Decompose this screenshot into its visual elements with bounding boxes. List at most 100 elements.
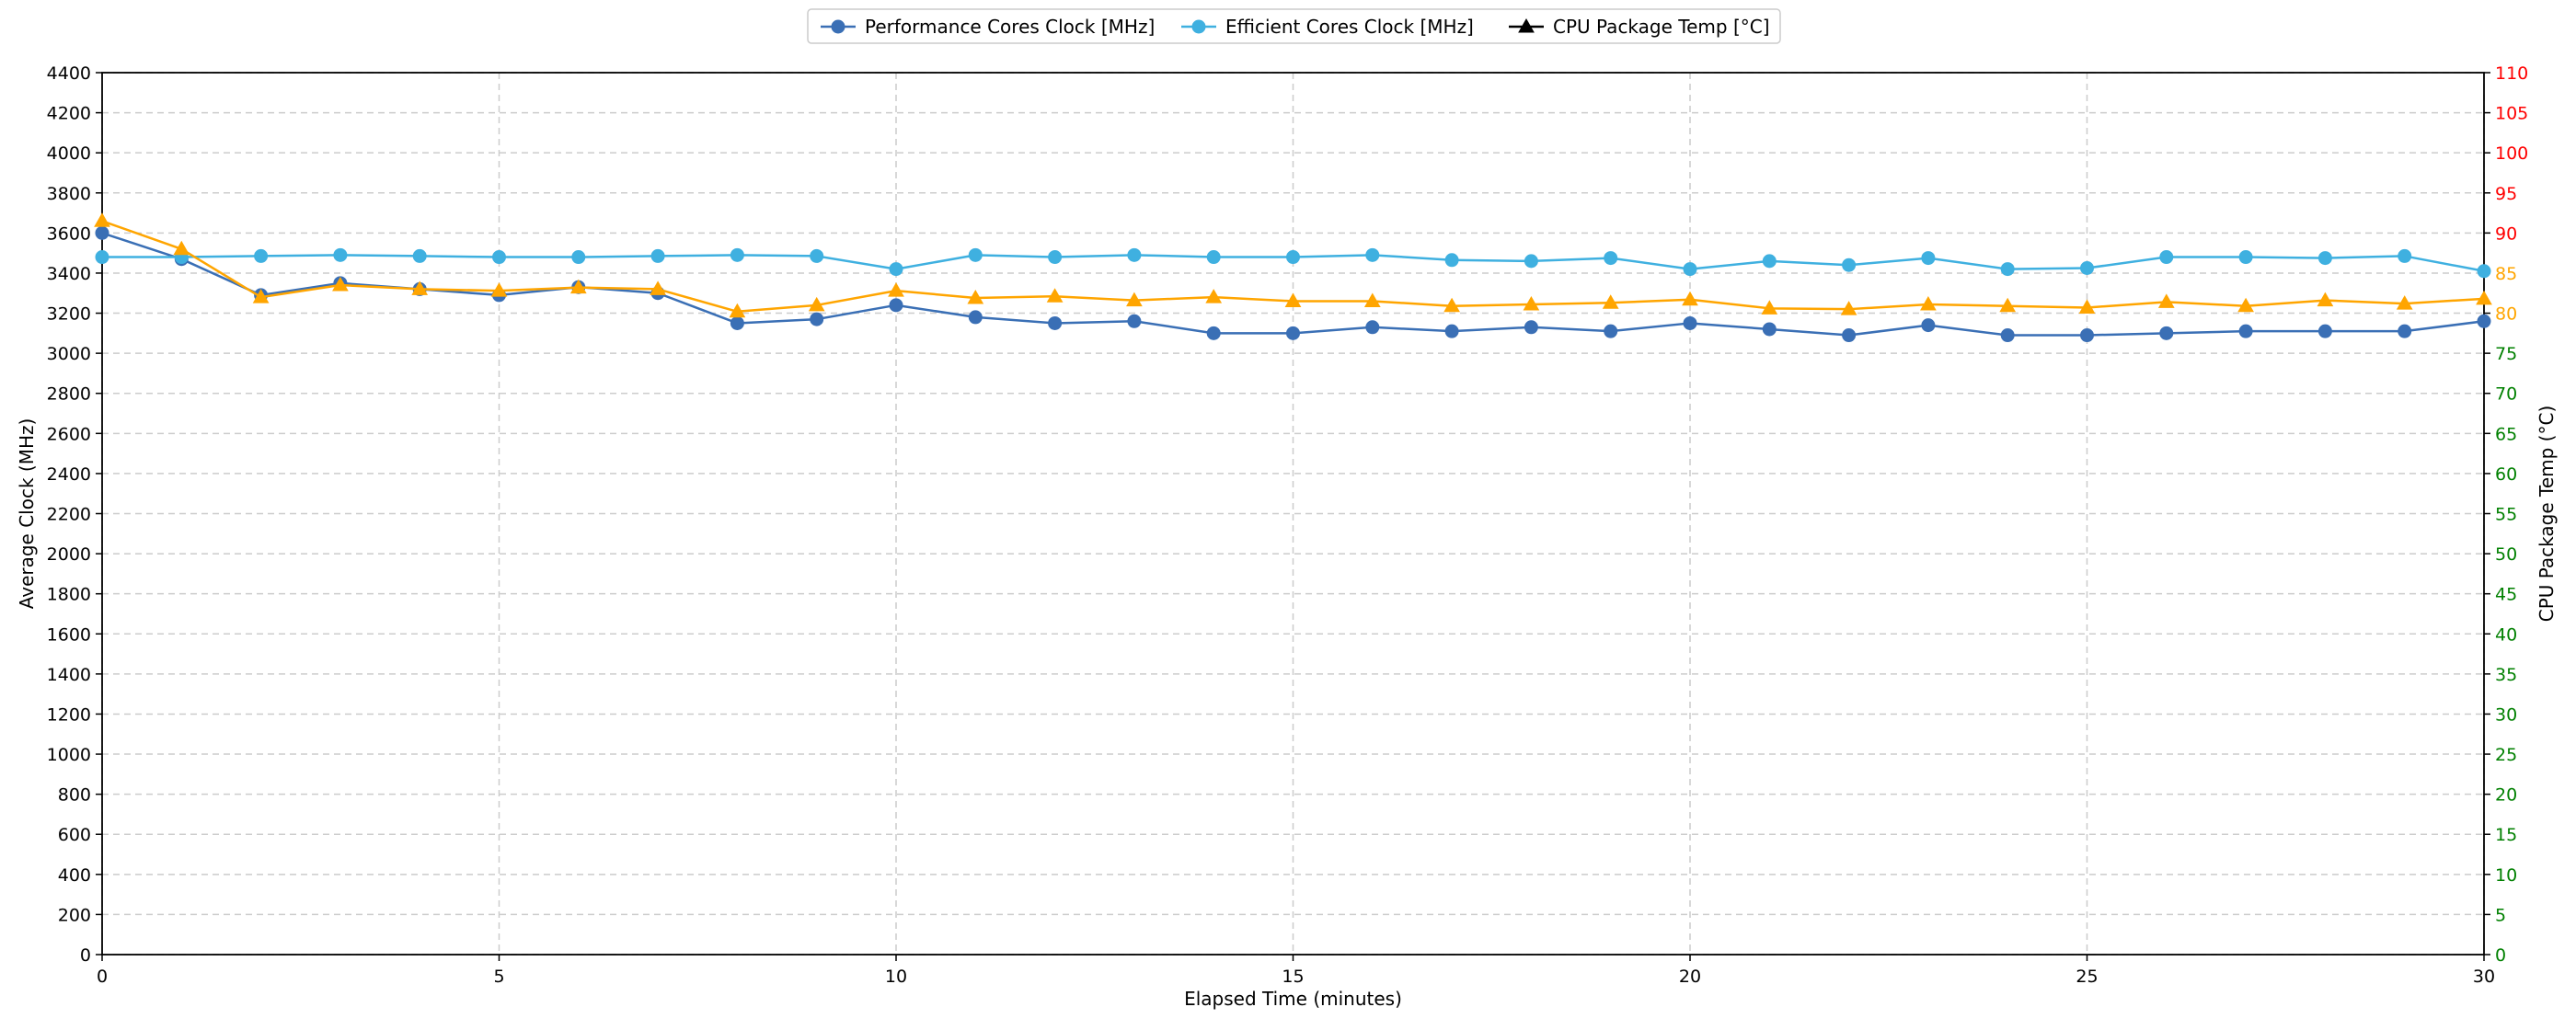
data-point — [2396, 295, 2413, 310]
data-point — [1444, 324, 1459, 338]
data-point — [2000, 328, 2015, 343]
data-point — [1762, 254, 1777, 269]
y-tick-label: 3400 — [47, 264, 91, 284]
y-tick-label: 1000 — [47, 745, 91, 765]
data-point — [1127, 314, 1142, 328]
y2-tick-label: 80 — [2495, 304, 2517, 325]
plot-frame — [101, 72, 2485, 956]
data-point — [2159, 326, 2174, 340]
data-point — [1999, 297, 2017, 313]
y-tick-label: 400 — [58, 865, 91, 886]
legend-label: CPU Package Temp [°C] — [1553, 16, 1770, 38]
y2-tick-label: 100 — [2495, 143, 2528, 164]
data-point — [2398, 248, 2412, 263]
data-point — [2159, 250, 2174, 265]
y2-tick-label: 5 — [2495, 905, 2506, 925]
x-tick-label: 20 — [1679, 967, 1701, 987]
data-point — [412, 248, 427, 263]
data-point — [2080, 328, 2094, 343]
y2-tick-label: 70 — [2495, 384, 2517, 405]
y-tick-label: 0 — [80, 945, 91, 966]
data-point — [2000, 262, 2015, 277]
data-point — [1127, 247, 1142, 262]
y2-tick-label: 40 — [2495, 624, 2517, 645]
data-point — [1205, 289, 1223, 303]
data-point — [2237, 297, 2254, 313]
data-point — [1524, 320, 1538, 335]
y2-tick-label: 95 — [2495, 184, 2517, 204]
data-point — [810, 248, 824, 263]
data-point — [2398, 324, 2412, 338]
data-point — [810, 312, 824, 326]
y-tick-label: 2000 — [47, 544, 91, 565]
data-point — [1365, 247, 1380, 262]
y-tick-label: 4400 — [47, 63, 91, 84]
data-point — [1762, 322, 1777, 337]
data-point — [1365, 320, 1380, 335]
data-point — [1524, 254, 1538, 269]
data-point — [252, 289, 270, 303]
data-point — [730, 247, 744, 262]
y2-tick-label: 90 — [2495, 223, 2517, 244]
y-tick-label: 1600 — [47, 624, 91, 645]
data-point — [1284, 292, 1302, 307]
y-tick-label: 1400 — [47, 665, 91, 685]
data-point — [1444, 253, 1459, 268]
data-point — [1046, 288, 1064, 303]
data-point — [1523, 295, 1540, 311]
data-point — [889, 298, 903, 313]
data-point — [1443, 297, 1460, 313]
data-point — [95, 250, 109, 265]
y-tick-label: 2200 — [47, 505, 91, 525]
y2-tick-label: 25 — [2495, 745, 2517, 765]
legend-label: Performance Cores Clock [MHz] — [865, 16, 1155, 38]
data-point — [2317, 251, 2332, 266]
data-point — [1286, 326, 1300, 340]
data-point — [2317, 324, 2332, 338]
data-point — [729, 303, 746, 318]
data-point — [1604, 324, 1618, 338]
data-point — [1604, 251, 1618, 266]
y-tick-label: 3600 — [47, 223, 91, 244]
data-point — [1126, 292, 1143, 307]
y2-tick-label: 10 — [2495, 865, 2517, 886]
data-point — [2477, 264, 2491, 279]
y2-tick-label: 50 — [2495, 544, 2517, 565]
data-point — [569, 279, 587, 294]
data-point — [2157, 293, 2175, 308]
y2-axis-title: CPU Package Temp (°C) — [2536, 406, 2558, 623]
data-point — [332, 277, 349, 292]
y-tick-label: 800 — [58, 785, 91, 806]
y-axis-title: Average Clock (MHz) — [16, 418, 38, 610]
data-point — [1842, 328, 1857, 343]
data-point — [571, 250, 586, 265]
data-point — [1920, 295, 1937, 311]
data-point — [650, 280, 666, 295]
data-point — [2317, 292, 2334, 307]
y2-tick-label: 105 — [2495, 104, 2528, 124]
x-tick-label: 5 — [493, 967, 504, 987]
y-tick-label: 1200 — [47, 704, 91, 725]
data-point — [889, 262, 903, 277]
y-tick-label: 4200 — [47, 104, 91, 124]
data-point — [1840, 301, 1857, 315]
data-point — [1761, 300, 1778, 315]
y2-tick-label: 15 — [2495, 825, 2517, 845]
data-point — [173, 240, 190, 256]
data-point — [2477, 314, 2491, 328]
data-point — [1842, 258, 1857, 272]
y2-tick-label: 110 — [2495, 63, 2528, 84]
data-point — [333, 247, 348, 262]
x-tick-label: 10 — [885, 967, 907, 987]
y2-tick-label: 55 — [2495, 505, 2517, 525]
y-tick-label: 1800 — [47, 585, 91, 605]
y-tick-label: 3800 — [47, 184, 91, 204]
data-point — [254, 248, 269, 263]
data-point — [1602, 294, 1619, 309]
data-point — [490, 282, 508, 297]
y-tick-label: 4000 — [47, 143, 91, 164]
data-point — [2238, 324, 2253, 338]
x-tick-label: 15 — [1282, 967, 1304, 987]
data-point — [1048, 315, 1063, 330]
